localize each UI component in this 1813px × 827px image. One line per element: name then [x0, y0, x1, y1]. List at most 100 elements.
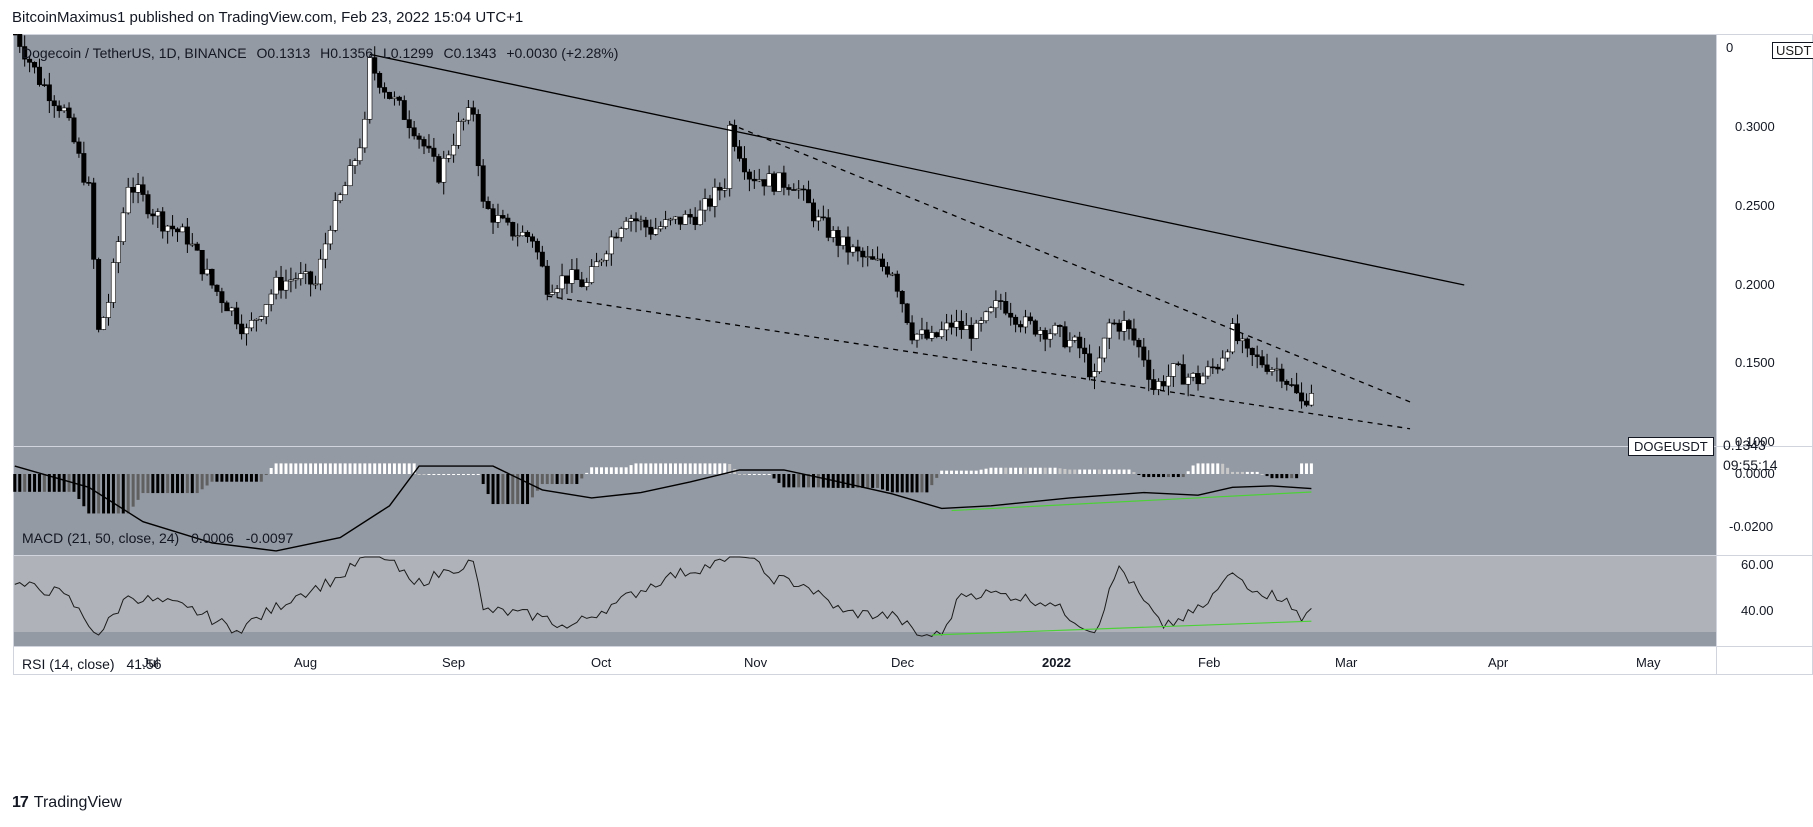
candle-48: [248, 320, 254, 329]
candle-27: [145, 194, 151, 215]
macd-bar-147: [738, 474, 742, 475]
trendline-group[interactable]: [369, 53, 1465, 430]
time-label-2022: 2022: [1042, 655, 1071, 670]
candle-99: [500, 215, 506, 219]
macd-bar-165: [826, 474, 830, 488]
macd-divergence-line[interactable]: [951, 491, 1312, 512]
macd-bar-167: [836, 474, 840, 488]
candle-196: [978, 320, 984, 324]
macd-bar-218: [1088, 469, 1092, 474]
candle-92: [465, 107, 471, 121]
candle-77: [391, 96, 397, 99]
candle-213: [1062, 326, 1068, 348]
candle-193: [963, 325, 969, 330]
macd-bar-182: [910, 474, 914, 493]
rsi-divergence-line[interactable]: [931, 620, 1312, 636]
currency-badge[interactable]: USDT: [1772, 42, 1813, 59]
macd-line: [14, 465, 1312, 552]
macd-bar-133: [669, 463, 673, 474]
trendline-0[interactable]: [369, 53, 1465, 286]
candle-211: [1052, 325, 1058, 335]
change-value: +0.0030 (+2.28%): [506, 45, 619, 61]
macd-bar-67: [343, 463, 347, 474]
macd-tick-neg: -0.0200: [1729, 519, 1773, 534]
macd-bar-0: [13, 474, 17, 492]
macd-bar-61: [314, 463, 318, 474]
candle-86: [436, 156, 442, 183]
macd-bar-43: [225, 474, 229, 482]
candle-232: [1156, 381, 1162, 390]
candle-18: [101, 317, 107, 330]
candle-119: [598, 259, 604, 263]
candle-173: [865, 256, 871, 258]
macd-bar-68: [348, 463, 352, 474]
price-panel[interactable]: [13, 34, 1716, 446]
candle-195: [973, 322, 979, 339]
candle-32: [170, 225, 176, 230]
candle-85: [431, 147, 437, 157]
macd-bar-251: [1250, 471, 1254, 474]
candle-156: [781, 172, 787, 188]
candle-166: [830, 230, 836, 238]
macd-bar-228: [1137, 474, 1141, 475]
last-price-value: 0.1343: [1723, 437, 1766, 453]
candle-72: [367, 57, 373, 120]
macd-bar-77: [392, 463, 396, 474]
main-legend[interactable]: Dogecoin / TetherUS, 1D, BINANCE O0.1313…: [22, 45, 620, 61]
candle-247: [1230, 323, 1236, 353]
macd-bar-159: [797, 474, 801, 488]
candle-46: [239, 323, 245, 335]
macd-bar-79: [402, 463, 406, 474]
candle-221: [1101, 337, 1107, 359]
chart-area[interactable]: 0 0.3000 0.2500 0.2000 0.1500 0.1000 0.0…: [13, 34, 1813, 784]
trendline-1[interactable]: [729, 123, 1411, 403]
macd-bar-4: [33, 474, 37, 492]
macd-legend[interactable]: MACD (21, 50, close, 24) 0.0006 -0.0097: [22, 530, 295, 546]
macd-bar-156: [782, 474, 786, 488]
macd-bar-205: [1023, 467, 1027, 474]
candle-233: [1161, 381, 1167, 387]
candle-57: [293, 278, 299, 281]
candle-208: [1037, 330, 1043, 335]
candle-219: [1091, 371, 1097, 378]
price-axis[interactable]: [1717, 34, 1813, 646]
macd-bar-194: [969, 470, 973, 474]
candle-220: [1096, 357, 1102, 372]
candle-17: [96, 259, 102, 330]
macd-bar-97: [491, 474, 495, 505]
macd-bar-101: [511, 474, 515, 505]
macd-label: MACD (21, 50, close, 24): [22, 530, 180, 546]
candle-118: [594, 261, 600, 267]
candle-250: [1244, 338, 1250, 349]
time-axis[interactable]: [13, 647, 1813, 675]
footer-brand[interactable]: 17 TradingView: [12, 794, 122, 812]
macd-bar-189: [945, 470, 949, 474]
macd-bar-7: [47, 474, 51, 492]
macd-bar-48: [249, 474, 253, 482]
candle-70: [357, 147, 363, 162]
candle-235: [1170, 363, 1176, 377]
macd-bar-113: [570, 474, 574, 485]
candle-98: [495, 215, 501, 223]
candle-67: [342, 185, 348, 196]
rsi-legend[interactable]: RSI (14, close) 41.56: [22, 656, 164, 672]
candle-259: [1289, 384, 1295, 386]
candle-51: [263, 304, 269, 317]
candle-176: [880, 258, 886, 267]
candle-54: [278, 277, 284, 291]
macd-bar-125: [629, 465, 633, 474]
macd-bar-110: [555, 474, 559, 485]
candle-128: [643, 219, 649, 228]
candle-142: [712, 186, 718, 207]
candle-238: [1185, 376, 1191, 385]
candle-133: [668, 218, 674, 221]
macd-bar-82: [417, 474, 421, 475]
candle-117: [589, 266, 595, 283]
candle-10: [61, 107, 67, 112]
candle-107: [539, 251, 545, 267]
candle-217: [1082, 347, 1088, 355]
candle-190: [949, 322, 955, 328]
macd-bar-80: [407, 463, 411, 474]
macd-bar-5: [37, 474, 41, 492]
macd-bar-208: [1038, 467, 1042, 474]
